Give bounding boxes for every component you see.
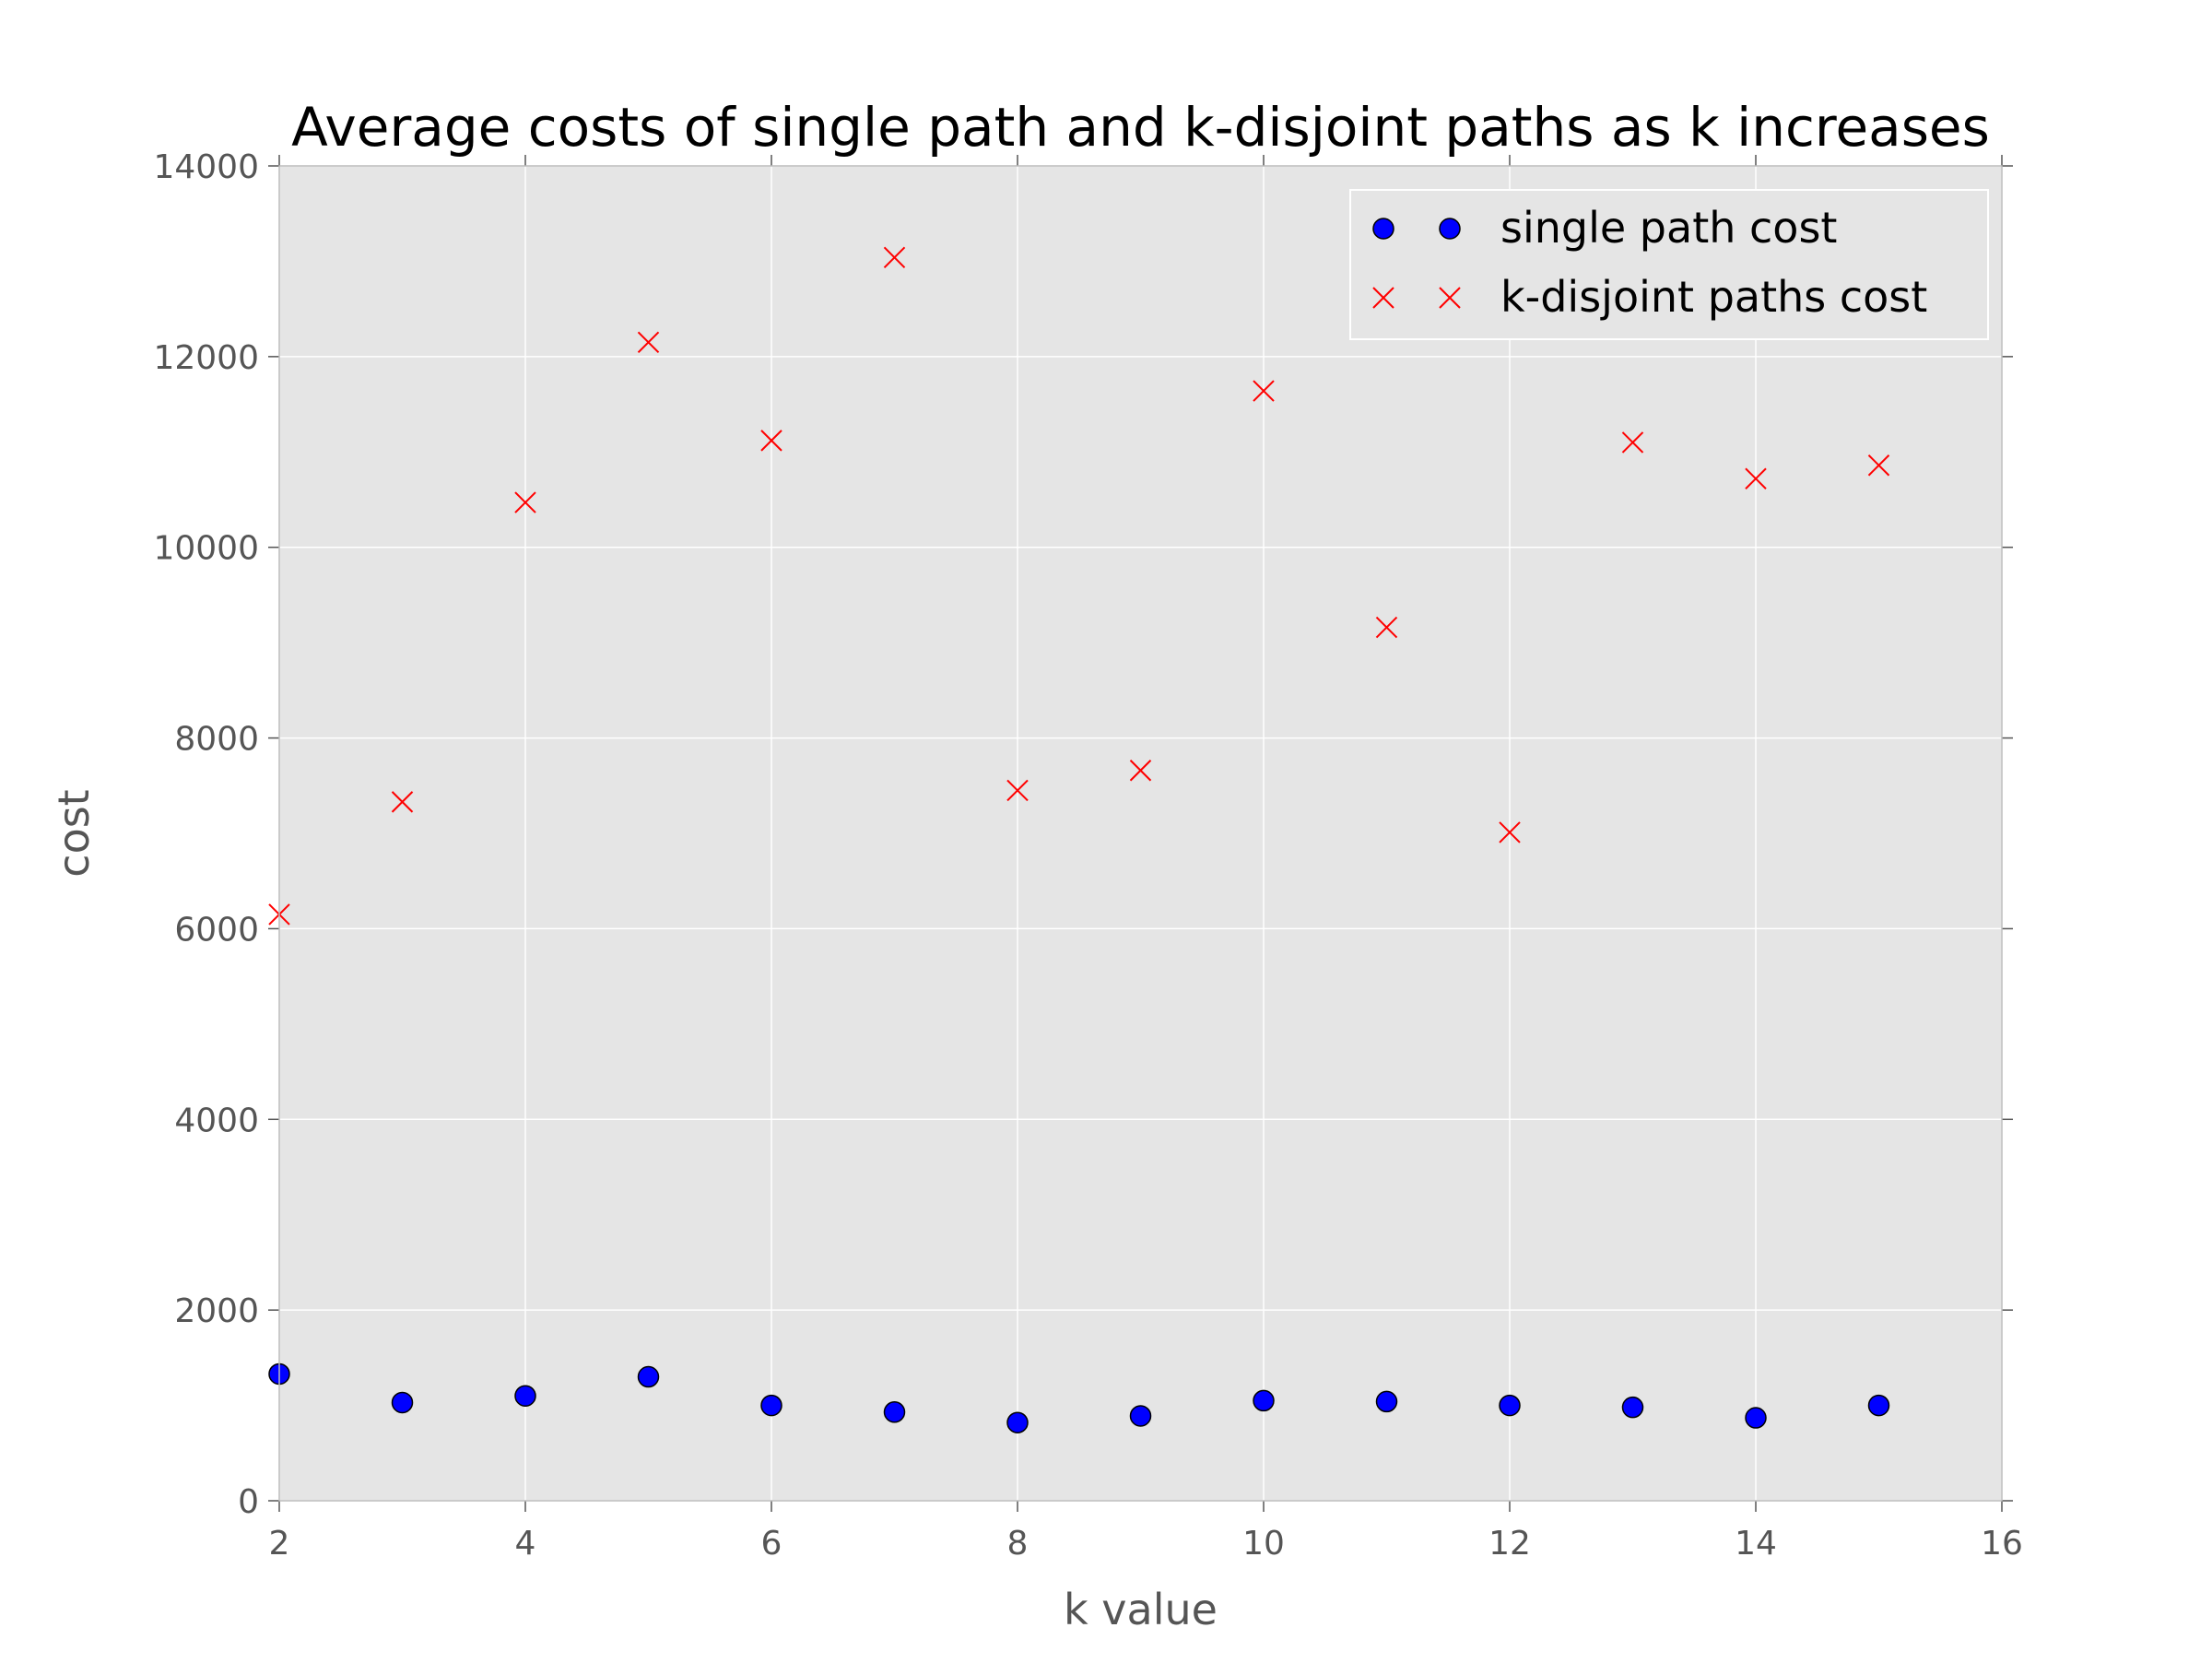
legend-marker xyxy=(1439,218,1461,240)
k-disjoint-point xyxy=(760,430,782,452)
single-path-point xyxy=(1006,1411,1029,1433)
legend: single path cost k-disjoint paths cost xyxy=(1349,189,1989,340)
legend-marker xyxy=(1372,218,1394,240)
legend-entry: k-disjoint paths cost xyxy=(1372,272,1927,322)
y-tick-label: 10000 xyxy=(153,530,259,568)
x-marker-stroke xyxy=(760,430,782,452)
x-marker-stroke xyxy=(1499,821,1521,843)
x-marker-stroke xyxy=(391,791,414,813)
x-marker-stroke xyxy=(1745,467,1767,489)
legend-marker xyxy=(1372,287,1394,309)
y-tick-label: 4000 xyxy=(174,1102,259,1139)
chart-title: Average costs of single path and k-disjo… xyxy=(291,96,1990,159)
k-disjoint-point xyxy=(637,331,660,354)
legend-box xyxy=(1349,189,1989,340)
x-marker-stroke xyxy=(1439,287,1461,309)
plot-area xyxy=(279,166,2002,1501)
k-disjoint-point xyxy=(1006,779,1029,802)
k-disjoint-point xyxy=(1867,454,1890,477)
single-path-point xyxy=(1129,1405,1152,1427)
single-path-point xyxy=(514,1385,536,1407)
k-disjoint-point xyxy=(1253,380,1275,402)
x-tick-label: 8 xyxy=(1007,1525,1029,1563)
single-path-point xyxy=(1375,1390,1398,1413)
k-disjoint-point xyxy=(1745,467,1767,489)
y-tick-label: 14000 xyxy=(153,148,259,186)
x-axis-label: k value xyxy=(1064,1585,1218,1634)
data-markers xyxy=(268,246,1890,1433)
legend-marker xyxy=(1439,287,1461,309)
y-tick-label: 2000 xyxy=(174,1292,259,1330)
legend-entry: single path cost xyxy=(1372,203,1837,253)
x-marker-stroke xyxy=(1006,779,1029,802)
x-marker-stroke xyxy=(883,246,906,268)
x-marker-stroke xyxy=(1375,616,1398,639)
x-tick-label: 6 xyxy=(761,1525,782,1563)
legend-label: k-disjoint paths cost xyxy=(1500,272,1927,322)
x-marker-stroke xyxy=(1621,431,1644,454)
x-tick-label: 4 xyxy=(515,1525,536,1563)
x-marker-stroke xyxy=(1867,454,1890,477)
k-disjoint-point xyxy=(1375,616,1398,639)
x-tick-label: 12 xyxy=(1488,1525,1531,1563)
y-tick-label: 0 xyxy=(238,1483,259,1521)
y-tick-label: 6000 xyxy=(174,911,259,949)
k-disjoint-point xyxy=(883,246,906,268)
k-disjoint-point xyxy=(391,791,414,813)
k-disjoint-point xyxy=(1621,431,1644,454)
y-tick-label: 12000 xyxy=(153,339,259,377)
k-disjoint-point xyxy=(1129,760,1152,782)
k-disjoint-point xyxy=(1499,821,1521,843)
series-single-path-cost xyxy=(268,1362,1890,1433)
x-marker-stroke xyxy=(1253,380,1275,402)
legend-label: single path cost xyxy=(1500,203,1837,253)
series-k-disjoint-paths-cost xyxy=(268,246,1890,926)
x-marker-stroke xyxy=(1372,287,1394,309)
k-disjoint-point xyxy=(514,491,536,513)
x-tick-label: 14 xyxy=(1735,1525,1777,1563)
x-marker-stroke xyxy=(1129,760,1152,782)
single-path-point xyxy=(1621,1396,1644,1419)
y-tick-label: 8000 xyxy=(174,721,259,759)
single-path-point xyxy=(1253,1389,1275,1412)
x-tick-label: 2 xyxy=(269,1525,290,1563)
single-path-point xyxy=(1867,1394,1890,1417)
x-marker-stroke xyxy=(637,331,660,354)
x-marker-stroke xyxy=(514,491,536,513)
axis-ticks: 2 4 6 8 10 12 14 16 0 2000 4000 6000 8000 10000 12000 1… xyxy=(153,148,2022,1563)
single-path-point xyxy=(760,1394,782,1417)
single-path-point xyxy=(391,1391,414,1414)
plot-frame xyxy=(278,165,2003,1502)
single-path-point xyxy=(883,1401,906,1423)
x-tick-label: 16 xyxy=(1981,1525,2023,1563)
y-axis-label: cost xyxy=(49,789,99,877)
single-path-point xyxy=(1499,1394,1521,1417)
x-tick-label: 10 xyxy=(1242,1525,1285,1563)
single-path-point xyxy=(637,1365,660,1388)
single-path-point xyxy=(1745,1407,1767,1429)
